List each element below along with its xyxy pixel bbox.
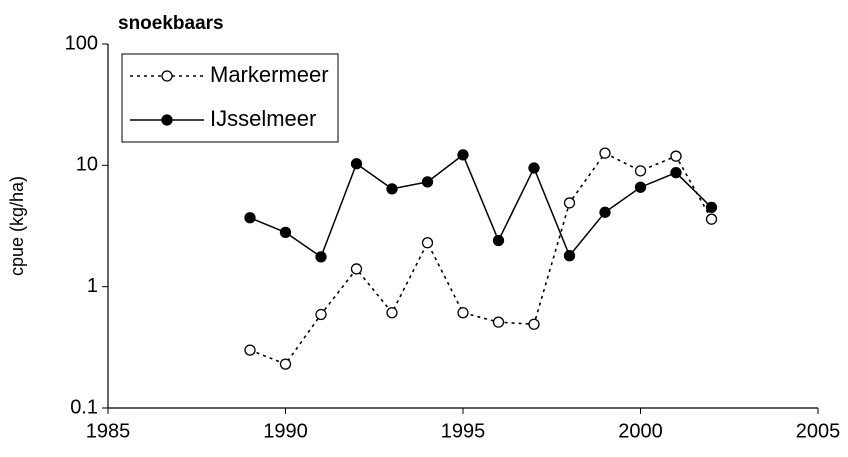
data-point xyxy=(279,358,292,370)
data-point xyxy=(457,149,469,161)
data-point xyxy=(492,234,505,247)
data-point xyxy=(386,307,398,319)
data-point xyxy=(244,344,256,356)
y-tick-label: 1 xyxy=(87,275,98,297)
data-point xyxy=(492,316,505,328)
data-point xyxy=(315,308,327,321)
legend-marker xyxy=(161,114,173,126)
data-point xyxy=(705,201,718,214)
data-point xyxy=(634,165,647,177)
legend-box xyxy=(121,53,339,143)
data-point xyxy=(457,307,469,319)
data-point xyxy=(244,212,256,224)
data-point xyxy=(350,158,363,170)
chart-title: snoekbaars xyxy=(118,13,224,34)
data-point xyxy=(670,150,682,162)
data-point xyxy=(705,213,718,225)
data-point xyxy=(670,167,682,179)
data-point xyxy=(599,206,611,218)
data-point xyxy=(315,251,327,263)
data-point xyxy=(421,237,434,249)
x-tick-label: 1985 xyxy=(86,420,131,442)
y-axis-label: cpue (kg/ha) xyxy=(7,176,27,276)
x-tick-label: 2005 xyxy=(796,420,841,442)
data-point xyxy=(350,263,363,275)
legend-label: IJsselmeer xyxy=(210,106,316,131)
data-point xyxy=(528,162,540,174)
data-point xyxy=(599,147,611,159)
y-tick-label: 10 xyxy=(76,154,98,176)
data-point xyxy=(634,181,647,193)
data-point xyxy=(421,176,434,188)
series-line xyxy=(249,153,713,259)
data-point xyxy=(386,183,398,195)
legend-label: Markermeer xyxy=(210,62,329,87)
data-point xyxy=(279,226,292,239)
data-point xyxy=(528,318,540,330)
y-tick-label: 100 xyxy=(65,32,98,54)
legend-marker xyxy=(161,70,173,82)
x-tick-label: 1990 xyxy=(263,420,308,442)
x-tick-label: 2000 xyxy=(618,420,663,442)
data-point xyxy=(563,250,576,262)
x-tick-label: 1995 xyxy=(441,420,486,442)
data-point xyxy=(563,197,576,209)
y-tick-label: 0.1 xyxy=(70,396,98,418)
